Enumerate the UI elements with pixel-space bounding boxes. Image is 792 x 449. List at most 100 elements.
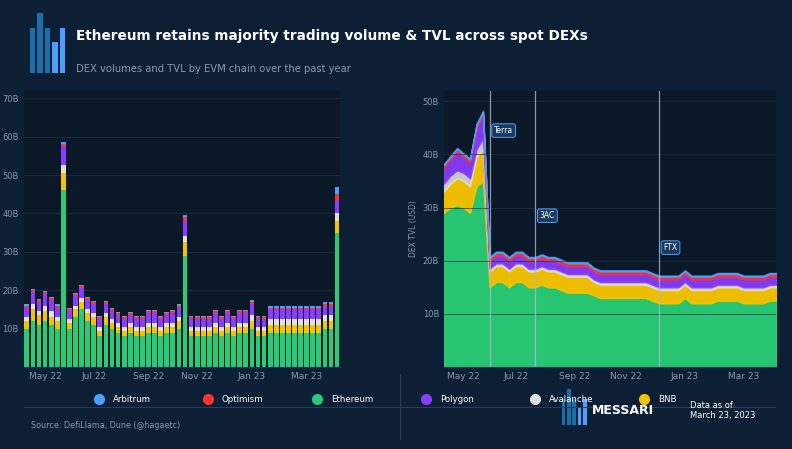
Bar [116,333,120,367]
Bar [25,317,29,321]
Bar [249,321,254,329]
Bar [104,304,109,313]
Bar [165,333,169,367]
Bar [97,319,102,327]
Bar [36,300,41,302]
Bar [249,302,254,304]
Bar [140,317,145,319]
Bar [268,325,272,333]
Bar [67,329,72,367]
Bar [299,319,303,325]
Bar [207,327,211,330]
Bar [67,312,72,319]
Bar [207,317,211,319]
Bar [304,309,309,319]
Bar [79,286,84,288]
Bar [86,297,90,298]
Bar [122,319,127,327]
Bar [261,336,266,367]
Bar [256,316,261,317]
Text: BNB: BNB [658,395,676,404]
Bar [91,317,96,325]
Bar [261,316,266,317]
Bar [158,319,163,327]
Bar [170,312,175,313]
Bar [213,312,218,313]
Bar [335,213,340,221]
Bar [219,317,224,319]
Bar [292,319,297,325]
Bar [256,327,261,330]
Bar [231,327,236,330]
Bar [188,316,193,317]
Bar [91,301,96,302]
Bar [261,327,266,330]
Bar [128,312,132,313]
Bar [299,309,303,319]
Bar [25,308,29,317]
Bar [109,329,114,367]
Bar [165,323,169,327]
Bar [31,289,36,290]
Bar [122,330,127,336]
Bar [67,319,72,323]
Bar [292,309,297,319]
Bar [45,27,50,73]
Bar [335,200,340,213]
Bar [152,312,157,313]
Bar [31,321,36,367]
Bar [55,321,59,329]
Bar [268,306,272,308]
Bar [317,319,322,325]
Bar [322,304,327,306]
Bar [170,333,175,367]
Bar [268,308,272,309]
Bar [146,313,150,323]
Bar [36,312,41,315]
Bar [122,336,127,367]
Bar [183,242,188,255]
Bar [165,312,169,313]
Bar [256,319,261,327]
Bar [243,313,248,323]
Bar [49,300,54,312]
Text: 3AC: 3AC [539,211,555,220]
Bar [31,304,36,309]
Bar [329,321,333,329]
Bar [73,309,78,317]
Bar [170,310,175,312]
Bar [97,330,102,336]
Bar [243,323,248,327]
Bar [280,319,285,325]
Bar [109,308,114,309]
Bar [165,327,169,333]
Bar [25,306,29,308]
Bar [79,309,84,367]
Bar [335,221,340,233]
Bar [219,319,224,327]
Bar [188,330,193,336]
Bar [116,312,120,313]
Bar [225,313,230,323]
Bar [243,327,248,333]
Bar [109,319,114,323]
Bar [43,306,48,312]
Bar [280,308,285,309]
Bar [207,330,211,336]
Bar [67,309,72,312]
Bar [249,329,254,367]
Bar [583,399,587,426]
Bar [109,312,114,319]
Bar [73,296,78,306]
Bar [146,310,150,312]
Bar [261,330,266,336]
Bar [304,308,309,309]
Bar [52,42,58,73]
Bar [43,321,48,367]
Text: MESSARI: MESSARI [592,404,654,417]
Bar [152,323,157,327]
Bar [292,306,297,308]
Bar [146,333,150,367]
Bar [152,327,157,333]
Bar [183,255,188,367]
